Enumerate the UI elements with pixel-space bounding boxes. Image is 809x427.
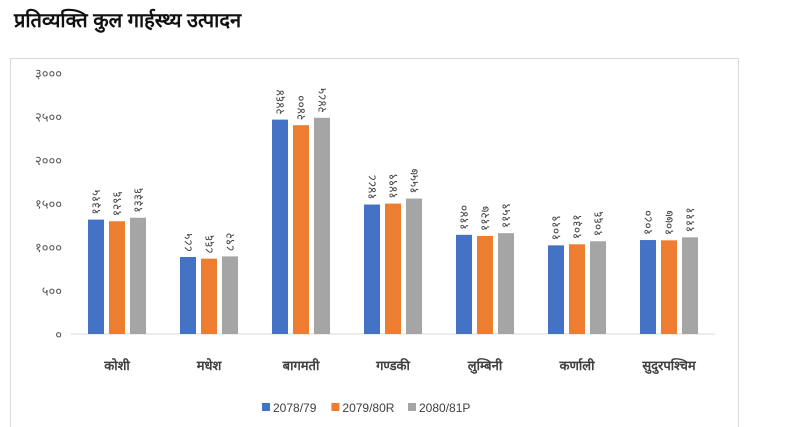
- data-label: १५५७: [407, 169, 421, 194]
- x-tick-label: बागमती: [282, 358, 320, 373]
- data-label: ११२७: [478, 206, 492, 231]
- y-tick-label: २५००: [35, 110, 62, 125]
- legend-label: 2078/79: [273, 401, 317, 415]
- bar: [498, 233, 514, 334]
- bar: [590, 241, 606, 334]
- bar: [406, 198, 422, 334]
- x-tick-label: कोशी: [103, 358, 130, 373]
- data-label: २४००: [294, 95, 308, 120]
- data-label: २४६४: [273, 90, 287, 115]
- data-label: ११११: [683, 207, 697, 232]
- bar: [477, 235, 493, 334]
- bar: [272, 119, 288, 334]
- bar: [109, 221, 125, 334]
- y-tick-label: ०: [55, 327, 62, 342]
- y-tick-label: १०००: [35, 240, 62, 255]
- data-label: १२९६: [110, 191, 124, 216]
- data-label: ८८५: [181, 233, 195, 252]
- chart-title: प्रतिव्यक्ति कुल गार्हस्थ्य उत्पादन: [14, 10, 242, 32]
- bar: [385, 203, 401, 334]
- data-label: १०७७: [662, 210, 676, 235]
- data-label: १३३६: [131, 188, 145, 213]
- data-label: ८९२: [223, 233, 237, 252]
- bar: [661, 240, 677, 334]
- x-tick-label: लुम्बिनी: [467, 358, 503, 374]
- chart-frame: [10, 58, 739, 427]
- bar: [640, 240, 656, 334]
- data-label: १४८८: [365, 175, 379, 200]
- y-tick-label: ५००: [42, 284, 62, 299]
- legend-swatch: [262, 403, 270, 411]
- x-tick-label: सुदुरपश्चिम: [641, 358, 697, 375]
- data-label: १०१९: [549, 215, 563, 240]
- bar: [88, 219, 104, 334]
- bar: [456, 234, 472, 334]
- data-label: १०६६: [591, 211, 605, 236]
- data-label: १०८०: [641, 210, 655, 235]
- x-tick-label: गण्डकी: [375, 358, 410, 373]
- legend-label: 2079/80R: [342, 401, 394, 415]
- y-tick-label: १५००: [35, 197, 62, 212]
- legend-label: 2080/81P: [419, 401, 470, 415]
- bar: [293, 125, 309, 334]
- x-tick-label: मधेश: [196, 358, 223, 373]
- data-label: १३१५: [89, 190, 103, 215]
- bar: [364, 204, 380, 334]
- y-tick-label: ३०००: [35, 66, 62, 81]
- bar: [180, 257, 196, 334]
- data-label: ११४०: [457, 205, 471, 230]
- bar: [314, 117, 330, 335]
- bar: [548, 245, 564, 334]
- data-label: ८६६: [202, 235, 216, 254]
- legend-swatch: [331, 403, 340, 411]
- data-label: २४८५: [315, 88, 329, 113]
- data-label: १४९९: [386, 174, 400, 199]
- bar: [569, 244, 585, 334]
- data-label: १०३१: [570, 214, 584, 239]
- bar: [222, 256, 238, 334]
- data-label: ११५९: [499, 203, 513, 228]
- legend-swatch: [408, 403, 416, 411]
- y-tick-label: २०००: [35, 153, 62, 168]
- x-tick-label: कर्णाली: [559, 358, 596, 373]
- bar: [682, 237, 698, 334]
- bar: [201, 258, 217, 334]
- bar: [130, 217, 146, 334]
